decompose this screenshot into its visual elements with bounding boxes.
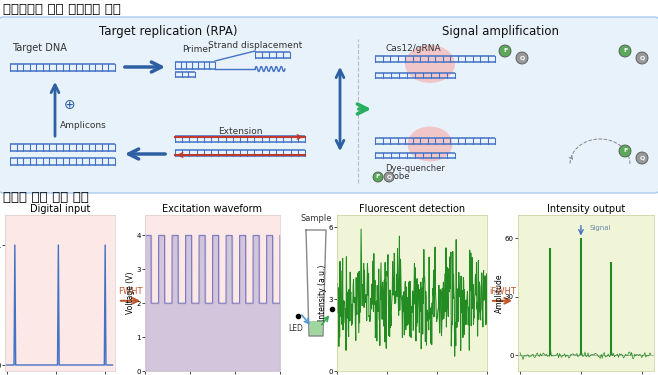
Text: Target DNA: Target DNA xyxy=(12,43,67,53)
Text: Sample: Sample xyxy=(300,214,332,223)
Text: F: F xyxy=(376,174,380,180)
Y-axis label: Voltage (V): Voltage (V) xyxy=(126,272,135,314)
Text: Cas12/gRNA: Cas12/gRNA xyxy=(385,44,441,53)
Text: Q: Q xyxy=(386,174,392,180)
Text: probe: probe xyxy=(385,172,409,181)
Circle shape xyxy=(636,52,648,64)
Circle shape xyxy=(499,45,511,57)
Text: 디지털 신호 처리 기술: 디지털 신호 처리 기술 xyxy=(3,191,89,204)
Y-axis label: Intensity (a.u.): Intensity (a.u.) xyxy=(318,265,327,321)
Text: FWHT: FWHT xyxy=(118,287,143,296)
Text: Signal: Signal xyxy=(589,225,611,231)
Text: Q: Q xyxy=(640,56,645,60)
Circle shape xyxy=(373,172,383,182)
Ellipse shape xyxy=(405,45,455,83)
Text: F: F xyxy=(623,148,627,153)
Circle shape xyxy=(516,52,528,64)
Text: Primer: Primer xyxy=(182,45,212,54)
Circle shape xyxy=(384,172,394,182)
Title: Fluorescent detection: Fluorescent detection xyxy=(359,204,465,214)
Title: Intensity output: Intensity output xyxy=(547,204,625,214)
Y-axis label: Amplitude: Amplitude xyxy=(494,273,503,313)
FancyBboxPatch shape xyxy=(0,17,658,193)
Text: Amplicons: Amplicons xyxy=(60,121,107,130)
Text: Signal amplification: Signal amplification xyxy=(442,25,559,38)
Circle shape xyxy=(619,45,631,57)
Text: LED: LED xyxy=(289,324,303,333)
Text: Extension: Extension xyxy=(218,127,263,136)
Text: Strand displacement: Strand displacement xyxy=(208,41,302,50)
Text: F: F xyxy=(623,48,627,54)
Title: Digital input: Digital input xyxy=(30,204,90,214)
Text: iFWHT: iFWHT xyxy=(489,287,516,296)
Text: Dye-quencher: Dye-quencher xyxy=(385,164,445,173)
Text: ⊕: ⊕ xyxy=(64,98,76,112)
Text: F: F xyxy=(503,48,507,54)
Ellipse shape xyxy=(407,126,453,162)
Circle shape xyxy=(636,152,648,164)
Text: PD: PD xyxy=(338,309,349,318)
Text: Target replication (RPA): Target replication (RPA) xyxy=(99,25,238,38)
Text: Q: Q xyxy=(640,156,645,160)
Text: 유전자가위 기반 분자진단 기술: 유전자가위 기반 분자진단 기술 xyxy=(3,3,121,16)
Polygon shape xyxy=(309,321,323,336)
Text: Q: Q xyxy=(519,56,524,60)
Title: Excitation waveform: Excitation waveform xyxy=(163,204,263,214)
Circle shape xyxy=(619,145,631,157)
